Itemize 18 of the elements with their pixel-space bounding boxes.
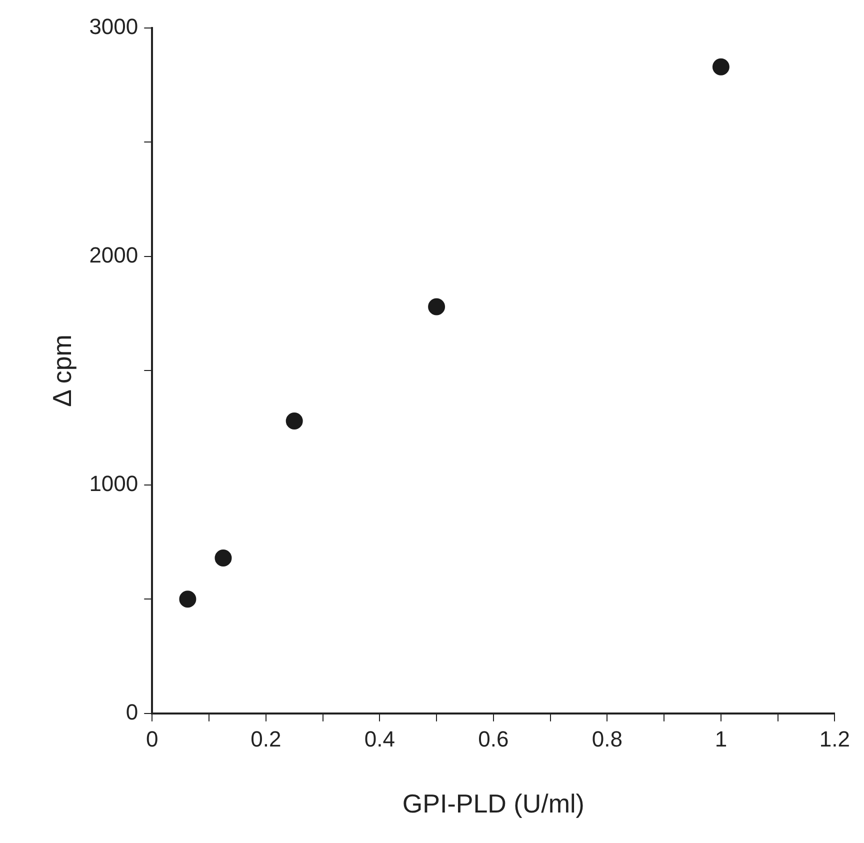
- x-tick-label: 0.2: [250, 726, 282, 752]
- point: [286, 412, 303, 430]
- x-tick-label: 0: [146, 726, 158, 752]
- x-tick-label: 0.4: [364, 726, 395, 752]
- x-tick-label: 0.8: [592, 726, 622, 752]
- y-tick-label: 3000: [89, 14, 138, 40]
- y-axis-title: Δ cpm: [46, 334, 77, 407]
- x-tick-label: 0.6: [478, 726, 509, 752]
- y-tick-label: 2000: [89, 242, 138, 268]
- x-tick-label: 1.2: [819, 726, 850, 752]
- y-tick-label: 0: [126, 699, 138, 724]
- point: [179, 590, 196, 608]
- point: [428, 298, 446, 316]
- point: [712, 58, 730, 76]
- x-axis-title: GPI-PLD (U/ml): [402, 788, 584, 819]
- y-tick-label: 1000: [89, 470, 138, 496]
- point: [214, 550, 232, 567]
- x-tick-label: 1: [714, 726, 728, 752]
